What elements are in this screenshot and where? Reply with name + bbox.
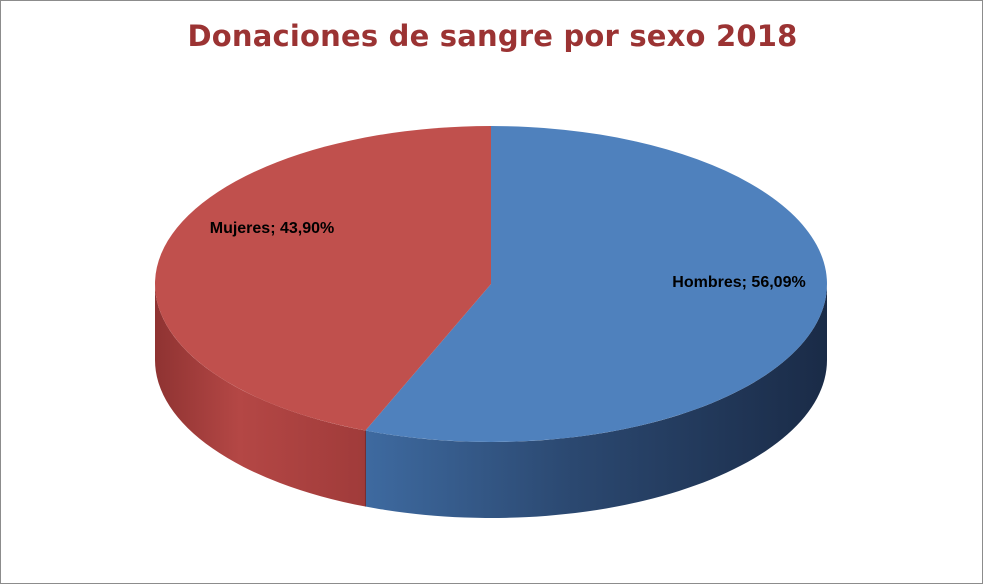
pie-slice-side-hombres: [365, 284, 827, 519]
pie-slice-hombres: [365, 126, 827, 442]
data-label-mujeres: Mujeres; 43,90%: [210, 220, 335, 237]
pie-slice-mujeres: [154, 126, 491, 431]
chart-title: Donaciones de sangre por sexo 2018: [187, 19, 798, 53]
pie-slice-side-mujeres: [155, 284, 366, 507]
data-label-hombres: Hombres; 56,09%: [672, 274, 805, 291]
